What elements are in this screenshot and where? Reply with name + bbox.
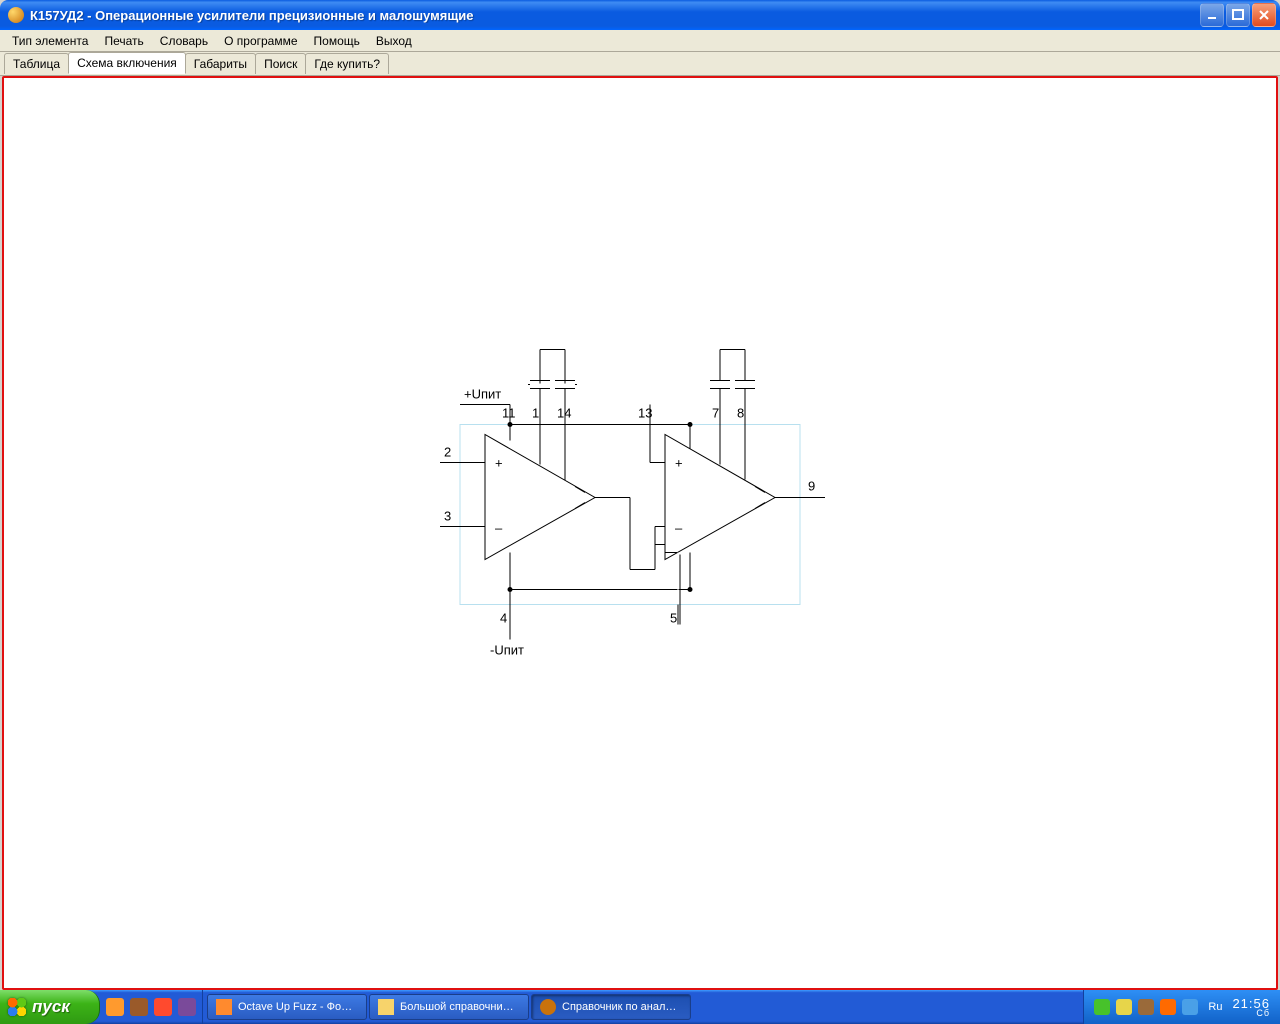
pin-2: 2 <box>444 445 451 460</box>
quick-launch <box>100 990 203 1024</box>
pin-5: 5 <box>670 611 677 626</box>
opamp-left-minus: – <box>495 521 503 536</box>
start-label: пуск <box>32 997 70 1017</box>
app-icon-small <box>540 999 556 1015</box>
system-tray: Ru 21:56 Сб <box>1083 990 1280 1024</box>
menu-about[interactable]: О программе <box>216 32 305 50</box>
taskbar: пуск Octave Up Fuzz - Фо… Большой справо… <box>0 990 1280 1024</box>
ql-icon-3[interactable] <box>154 998 172 1016</box>
task-reference-label: Справочник по анал… <box>562 1001 676 1013</box>
tab-search[interactable]: Поиск <box>255 53 306 74</box>
schematic-diagram: + – 2 3 11 1 14 +Uпит <box>430 305 850 690</box>
ql-icon-1[interactable] <box>106 998 124 1016</box>
start-button[interactable]: пуск <box>0 990 100 1024</box>
tray-icon-5[interactable] <box>1182 999 1198 1015</box>
tabbar: Таблица Схема включения Габариты Поиск Г… <box>0 52 1280 76</box>
tray-language[interactable]: Ru <box>1204 1000 1226 1014</box>
label-vplus: +Uпит <box>464 387 501 402</box>
window-title: К157УД2 - Операционные усилители прецизи… <box>30 8 1200 23</box>
pin-1: 1 <box>532 406 539 421</box>
task-reference[interactable]: Справочник по анал… <box>531 994 691 1020</box>
menubar: Тип элемента Печать Словарь О программе … <box>0 30 1280 52</box>
folder-icon <box>378 999 394 1015</box>
tray-icon-1[interactable] <box>1094 999 1110 1015</box>
content-frame: + – 2 3 11 1 14 +Uпит <box>2 76 1278 990</box>
menu-exit[interactable]: Выход <box>368 32 420 50</box>
windows-flag-icon <box>8 998 26 1016</box>
task-items: Octave Up Fuzz - Фо… Большой справочни… … <box>203 990 1083 1024</box>
task-octave[interactable]: Octave Up Fuzz - Фо… <box>207 994 367 1020</box>
tab-buy[interactable]: Где купить? <box>305 53 389 74</box>
task-folder[interactable]: Большой справочни… <box>369 994 529 1020</box>
tab-dims[interactable]: Габариты <box>185 53 256 74</box>
tray-icon-3[interactable] <box>1138 999 1154 1015</box>
opamp-right-minus: – <box>675 521 683 536</box>
menu-dict[interactable]: Словарь <box>152 32 216 50</box>
menu-print[interactable]: Печать <box>96 32 151 50</box>
tray-icon-4[interactable] <box>1160 999 1176 1015</box>
task-octave-label: Octave Up Fuzz - Фо… <box>238 1001 352 1013</box>
ql-icon-4[interactable] <box>178 998 196 1016</box>
tray-icon-2[interactable] <box>1116 999 1132 1015</box>
content-area: + – 2 3 11 1 14 +Uпит <box>10 84 1270 982</box>
pin-14: 14 <box>557 406 571 421</box>
minimize-button[interactable] <box>1200 3 1224 27</box>
pin-7: 7 <box>712 406 719 421</box>
menu-type[interactable]: Тип элемента <box>4 32 96 50</box>
opamp-left-plus: + <box>495 456 503 471</box>
app-icon <box>8 7 24 23</box>
label-vminus: -Uпит <box>490 643 524 658</box>
firefox-icon <box>216 999 232 1015</box>
tray-clock[interactable]: 21:56 Сб <box>1232 997 1270 1018</box>
opamp-right-plus: + <box>675 456 683 471</box>
pin-4: 4 <box>500 611 507 626</box>
ql-icon-2[interactable] <box>130 998 148 1016</box>
tab-schematic[interactable]: Схема включения <box>68 52 186 74</box>
pin-3: 3 <box>444 509 451 524</box>
pin-8: 8 <box>737 406 744 421</box>
maximize-button[interactable] <box>1226 3 1250 27</box>
pin-13: 13 <box>638 406 652 421</box>
pin-11: 11 <box>502 406 516 421</box>
menu-help[interactable]: Помощь <box>306 32 368 50</box>
titlebar: К157УД2 - Операционные усилители прецизи… <box>0 0 1280 30</box>
pin-9: 9 <box>808 479 815 494</box>
close-button[interactable] <box>1252 3 1276 27</box>
task-folder-label: Большой справочни… <box>400 1001 514 1013</box>
tab-table[interactable]: Таблица <box>4 53 69 74</box>
